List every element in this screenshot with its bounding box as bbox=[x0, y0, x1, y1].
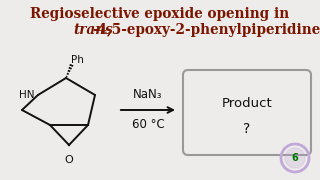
Text: Ph: Ph bbox=[71, 55, 84, 65]
Text: -4,5-epoxy-2-phenylpiperidine: -4,5-epoxy-2-phenylpiperidine bbox=[92, 23, 320, 37]
Text: 6: 6 bbox=[292, 153, 298, 163]
Text: NaN₃: NaN₃ bbox=[133, 87, 163, 100]
Text: ?: ? bbox=[244, 122, 251, 136]
Text: Product: Product bbox=[222, 97, 272, 110]
FancyBboxPatch shape bbox=[183, 70, 311, 155]
Text: trans: trans bbox=[73, 23, 113, 37]
Text: O: O bbox=[65, 155, 73, 165]
Circle shape bbox=[285, 148, 305, 168]
Text: HN: HN bbox=[20, 90, 35, 100]
Text: 60 °C: 60 °C bbox=[132, 118, 164, 130]
Text: Regioselective epoxide opening in: Regioselective epoxide opening in bbox=[30, 7, 290, 21]
